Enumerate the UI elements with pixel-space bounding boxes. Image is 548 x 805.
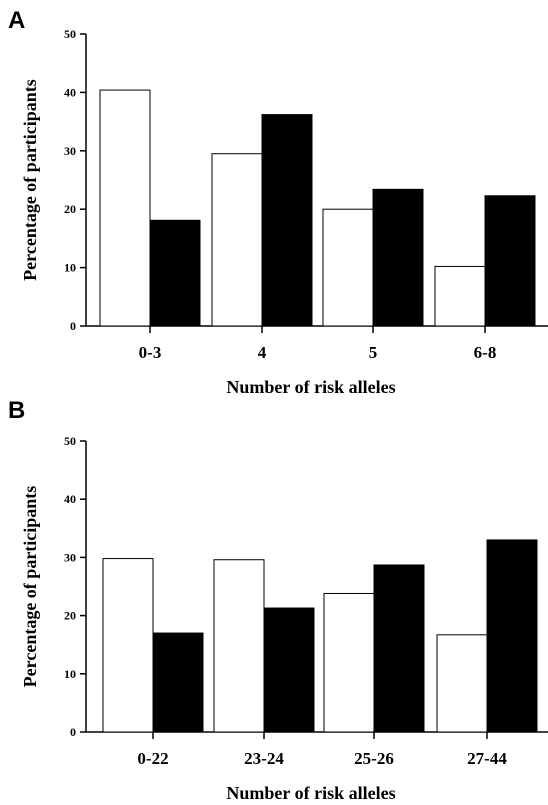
x-tick-label: 23-24 [244,749,284,768]
bar-black [373,564,425,733]
bar-white [434,265,486,327]
y-tick-label: 10 [64,261,76,275]
bar-white [211,153,263,327]
y-axis-title: Percentage of participants [20,486,40,688]
y-tick-label: 10 [64,667,76,681]
y-tick-label: 30 [64,144,76,158]
y-axis-title: Percentage of participants [20,79,40,281]
x-tick-label: 5 [369,343,378,362]
y-tick-label: 20 [64,202,76,216]
y-tick-label: 40 [64,492,76,506]
bar-white [322,208,374,327]
y-tick-label: 20 [64,609,76,623]
bar-white [436,634,488,733]
bar-white [102,558,154,733]
x-tick-label: 0-22 [137,749,168,768]
bar-black [152,632,204,733]
bar-black [372,188,424,327]
bar-white [99,89,151,327]
panel-label: B [8,397,25,424]
y-tick-label: 0 [70,319,76,333]
bar-white [323,592,375,733]
y-tick-label: 0 [70,725,76,739]
x-tick-label: 25-26 [354,749,394,768]
bar-black [149,219,201,327]
y-tick-label: 50 [64,434,76,448]
x-axis-title: Number of risk alleles [226,783,395,803]
y-tick-label: 30 [64,550,76,564]
bar-white [213,559,265,733]
x-tick-label: 27-44 [467,749,507,768]
x-tick-label: 0-3 [139,343,162,362]
x-axis-title: Number of risk alleles [226,377,395,397]
bar-black [484,195,536,327]
bar-black [263,607,315,733]
y-tick-label: 40 [64,85,76,99]
bar-black [261,114,313,327]
x-tick-label: 6-8 [474,343,497,362]
panel-label: A [8,7,25,34]
x-tick-label: 4 [258,343,267,362]
bar-black [486,539,538,733]
y-tick-label: 50 [64,27,76,41]
